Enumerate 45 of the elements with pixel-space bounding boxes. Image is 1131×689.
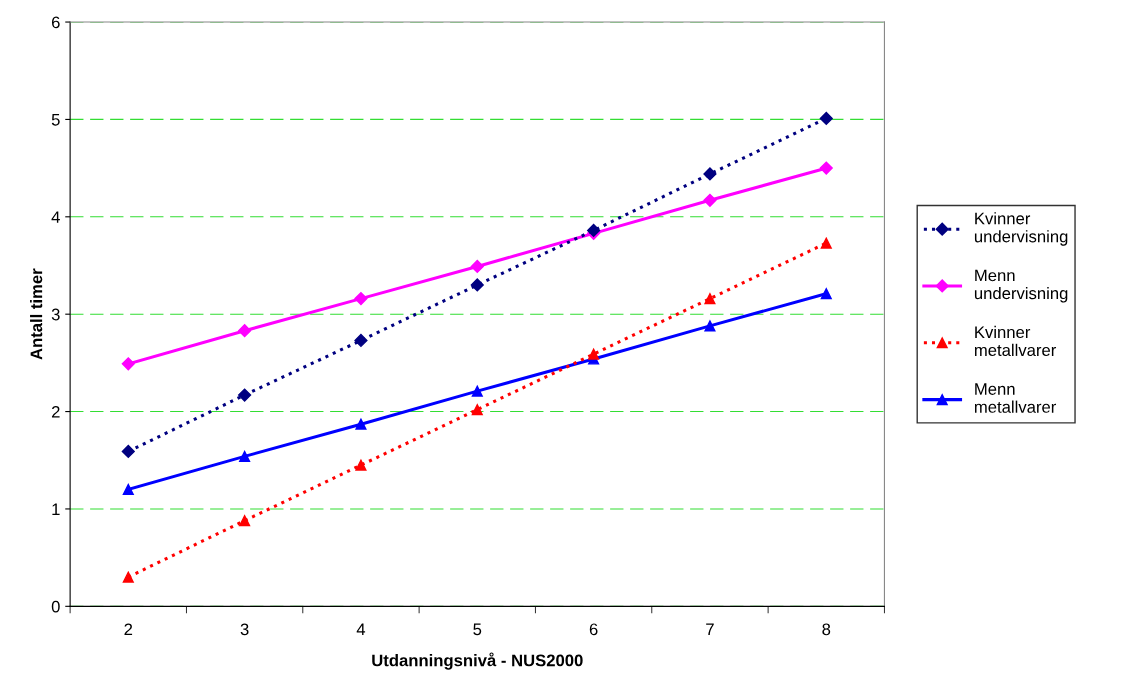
point (819, 111, 833, 126)
x-tick-label: 2 (124, 623, 133, 636)
x-tick-label: 4 (356, 623, 366, 636)
x-tick-label: 6 (589, 623, 598, 636)
point (122, 483, 134, 496)
point (238, 388, 252, 402)
point (355, 459, 367, 471)
y-axis-title: Antall timer (30, 268, 43, 360)
x-tick-label: 3 (240, 623, 249, 636)
y-tick-label: 1 (52, 503, 60, 515)
point (121, 357, 135, 371)
y-tick-label: 3 (51, 308, 60, 321)
legend-label: Menn undervisning (974, 269, 1068, 303)
y-tick-label: 4 (51, 211, 60, 223)
point (238, 324, 252, 338)
point (354, 292, 368, 306)
legend-label: Menn metallvarer (974, 383, 1057, 413)
x-tick-label: 8 (822, 623, 831, 636)
x-tick-label: 5 (473, 623, 482, 636)
legend-label: Kvinner metallvarer (974, 325, 1057, 357)
y-tick-label: 2 (51, 405, 60, 418)
legend-label: Kvinner undervisning (974, 212, 1068, 246)
y-tick-label: 5 (51, 114, 60, 126)
x-tick-label: 7 (706, 623, 714, 636)
point (470, 278, 484, 292)
point (588, 348, 600, 360)
point (354, 333, 368, 348)
point (820, 288, 832, 300)
point (820, 237, 832, 249)
y-tick-label: 6 (51, 16, 60, 29)
point (122, 571, 134, 583)
point (704, 293, 716, 305)
point (470, 259, 484, 274)
point (471, 385, 483, 397)
point (355, 418, 367, 430)
point (239, 515, 251, 527)
point (703, 193, 717, 207)
point (819, 161, 833, 175)
point (471, 404, 483, 416)
point (121, 444, 135, 459)
x-axis-title: Utdanningsnivå - NUS2000 (372, 652, 583, 670)
point (703, 167, 717, 181)
point (704, 320, 716, 332)
point (239, 450, 251, 462)
y-tick-label: 0 (51, 600, 60, 613)
